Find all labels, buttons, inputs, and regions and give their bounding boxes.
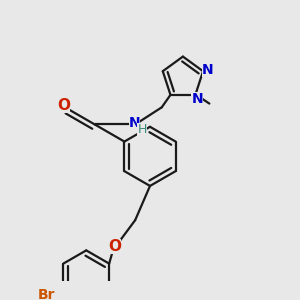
Text: O: O: [108, 239, 121, 254]
Text: N: N: [202, 63, 214, 77]
Text: O: O: [58, 98, 70, 113]
Text: H: H: [137, 123, 147, 136]
Text: N: N: [129, 116, 140, 130]
Text: Br: Br: [38, 288, 55, 300]
Text: N: N: [191, 92, 203, 106]
